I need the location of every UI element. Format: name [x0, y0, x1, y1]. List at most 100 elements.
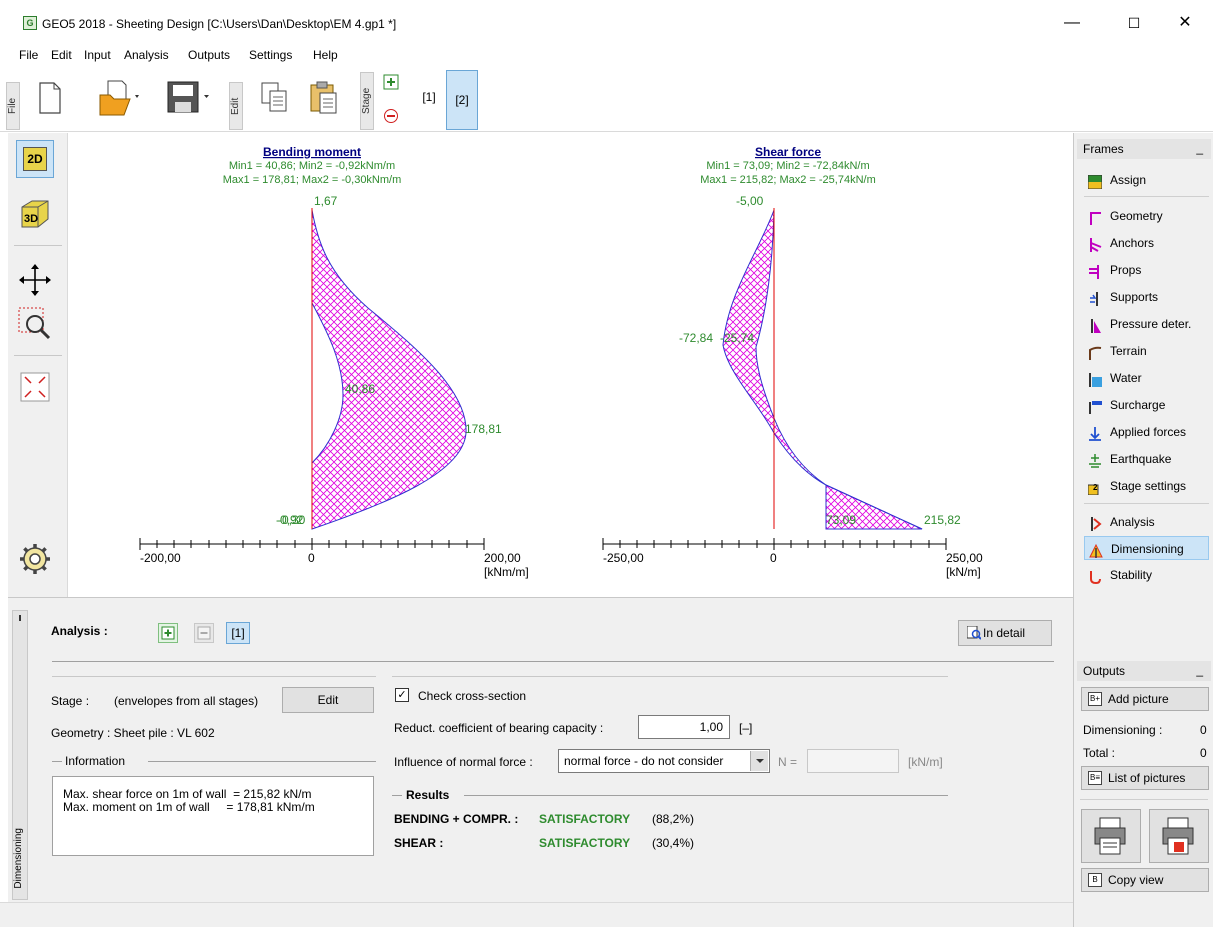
panel-side-tab: Dimensioning: [12, 610, 28, 900]
paste-icon[interactable]: [306, 77, 342, 117]
water-icon: [1088, 371, 1102, 387]
frame-dimensioning[interactable]: Dimensioning: [1084, 536, 1209, 560]
panel-pin-icon[interactable]: [19, 615, 21, 621]
bending-bottom-label: -0,92: [276, 513, 304, 527]
shear-title: Shear force: [755, 145, 821, 159]
reduct-coefficient-input[interactable]: 1,00: [638, 715, 730, 739]
copy-view-button[interactable]: B Copy view: [1081, 868, 1209, 892]
in-detail-button[interactable]: In detail: [958, 620, 1052, 646]
terrain-icon: [1088, 344, 1102, 360]
frame-analysis[interactable]: Analysis: [1084, 510, 1209, 534]
shear-low-label: 73,09: [826, 513, 856, 527]
new-file-icon[interactable]: [30, 77, 66, 117]
copy-icon[interactable]: [256, 77, 292, 117]
panel-side-label: Dimensioning: [13, 828, 24, 889]
remove-stage-icon[interactable]: [383, 108, 399, 124]
menu-input[interactable]: Input: [84, 48, 111, 62]
frame-water[interactable]: Water: [1084, 366, 1209, 390]
remove-analysis-button[interactable]: [194, 623, 214, 643]
window-title: GEO5 2018 - Sheeting Design [C:\Users\Da…: [42, 17, 397, 31]
analysis-panel: Dimensioning Analysis : [1] In detail St…: [8, 597, 1073, 902]
bending-title: Bending moment: [263, 145, 361, 159]
stage-2-button[interactable]: [2]: [446, 70, 478, 130]
bending-min-line: Min1 = 40,86; Min2 = -0,92kNm/m: [229, 160, 395, 172]
dimensioning-count-label: Dimensioning :: [1083, 723, 1163, 737]
bending-envelope-area: [311, 209, 467, 530]
open-file-icon[interactable]: [96, 77, 142, 117]
menu-analysis[interactable]: Analysis: [124, 48, 169, 62]
add-analysis-button[interactable]: [158, 623, 178, 643]
svg-text:3D: 3D: [24, 213, 38, 225]
bending-axis-right: 200,00: [484, 551, 521, 565]
toolbar-edit-label: Edit: [229, 82, 243, 130]
menu-settings[interactable]: Settings: [249, 48, 293, 62]
bending-mid-label: 40,86: [345, 382, 375, 396]
printer-icon: [1094, 817, 1126, 855]
minimize-button[interactable]: —: [1064, 14, 1080, 31]
check-cross-section-checkbox[interactable]: ✓: [395, 688, 409, 702]
result-bending-pct: (88,2%): [652, 812, 695, 826]
drawing-canvas[interactable]: Bending moment Min1 = 40,86; Min2 = -0,9…: [68, 133, 1072, 597]
view-2d-button[interactable]: 2D: [16, 140, 54, 178]
toolbar: File Edit Stage [1] [2]: [0, 66, 1213, 132]
diagram-svg: Bending moment Min1 = 40,86; Min2 = -0,9…: [139, 145, 983, 579]
chevron-down-icon[interactable]: [750, 751, 768, 771]
geometry-icon: [1088, 209, 1102, 225]
shear-top-label: -5,00: [736, 194, 764, 208]
shear-min-label-2: -25,74: [720, 331, 754, 345]
stage-settings-icon: 2: [1087, 479, 1102, 496]
menu-file[interactable]: File: [19, 48, 39, 62]
frame-stage-settings[interactable]: 2 Stage settings: [1084, 474, 1209, 498]
title-bar: G GEO5 2018 - Sheeting Design [C:\Users\…: [0, 0, 1213, 44]
frame-supports[interactable]: Supports: [1084, 285, 1209, 309]
shear-axis-right: 250,00: [946, 551, 983, 565]
zoom-extents-icon[interactable]: [16, 368, 54, 406]
frame-pressure-deter[interactable]: Pressure deter.: [1084, 312, 1209, 336]
printer-pdf-icon: [1162, 817, 1194, 855]
frame-stability[interactable]: Stability: [1084, 563, 1209, 587]
save-file-icon[interactable]: [164, 77, 212, 117]
normal-force-select[interactable]: normal force - do not consider: [558, 749, 770, 773]
pan-move-icon[interactable]: [16, 261, 54, 299]
n-input[interactable]: [807, 749, 899, 773]
close-button[interactable]: ✕: [1178, 14, 1192, 31]
frame-earthquake[interactable]: Earthquake: [1084, 447, 1209, 471]
print-button[interactable]: [1081, 809, 1141, 863]
zoom-window-icon[interactable]: [16, 305, 54, 343]
menu-outputs[interactable]: Outputs: [188, 48, 231, 62]
menu-help[interactable]: Help: [313, 48, 338, 62]
print-pdf-button[interactable]: [1149, 809, 1209, 863]
frame-applied-forces[interactable]: Applied forces: [1084, 420, 1209, 444]
svg-text:2: 2: [1093, 483, 1098, 492]
menu-edit[interactable]: Edit: [51, 48, 72, 62]
bending-max-label: 178,81: [465, 422, 502, 436]
add-stage-icon[interactable]: [383, 74, 399, 90]
edit-stage-button[interactable]: Edit: [282, 687, 374, 713]
frame-anchors[interactable]: Anchors: [1084, 231, 1209, 255]
geometry-info: Geometry : Sheet pile : VL 602: [51, 726, 215, 740]
shear-max-label: 215,82: [924, 513, 961, 527]
bending-bottom-label-2: -0,30: [278, 513, 306, 527]
view-3d-button[interactable]: 3D: [16, 195, 54, 233]
add-picture-icon: B+: [1088, 692, 1102, 706]
status-bar: [0, 902, 1073, 927]
frame-assign[interactable]: Assign: [1084, 168, 1209, 192]
analysis-tab-1[interactable]: [1]: [226, 622, 250, 644]
shear-axis-unit: [kN/m]: [946, 565, 981, 579]
frame-geometry[interactable]: Geometry: [1084, 204, 1209, 228]
results-header: Results: [406, 788, 450, 802]
normal-force-value: normal force - do not consider: [564, 754, 724, 768]
add-picture-button[interactable]: B+ Add picture: [1081, 687, 1209, 711]
bending-axis-left: -200,00: [140, 551, 181, 565]
list-of-pictures-button[interactable]: B≡ List of pictures: [1081, 766, 1209, 790]
maximize-button[interactable]: ☐: [1127, 15, 1141, 31]
outputs-collapse-icon[interactable]: _: [1196, 663, 1203, 677]
frame-surcharge[interactable]: Surcharge: [1084, 393, 1209, 417]
frame-terrain[interactable]: Terrain: [1084, 339, 1209, 363]
frame-props[interactable]: Props: [1084, 258, 1209, 282]
settings-gear-icon[interactable]: [16, 540, 54, 578]
stage-1-button[interactable]: [1]: [422, 90, 436, 104]
result-shear-label: SHEAR :: [394, 836, 444, 850]
toolbar-file-label: File: [6, 82, 20, 130]
frames-collapse-icon[interactable]: _: [1196, 141, 1203, 155]
